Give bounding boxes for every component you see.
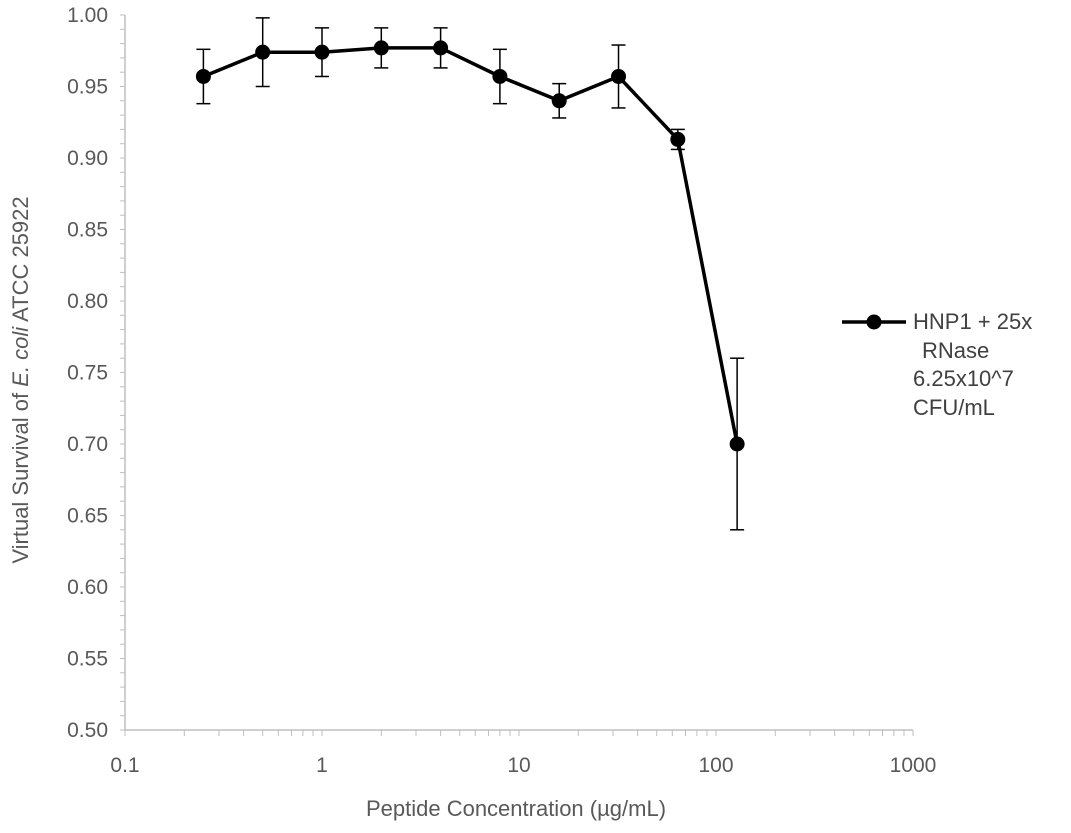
y-tick-label: 0.70 <box>67 433 108 456</box>
legend-line-1: HNP1 + 25x <box>913 309 1032 334</box>
y-tick-label: 1.00 <box>67 4 108 27</box>
x-tick-label: 0.1 <box>110 754 139 777</box>
data-point <box>729 436 745 452</box>
x-tick-label: 10 <box>507 754 530 777</box>
data-point <box>314 44 330 60</box>
data-point <box>373 40 389 56</box>
data-point <box>551 93 567 109</box>
series-line <box>202 46 739 445</box>
data-point <box>492 68 508 84</box>
y-axis-title: Virtual Survival of E. coli ATCC 25922 <box>8 196 33 563</box>
y-tick-label: 0.90 <box>67 147 108 170</box>
data-point <box>195 68 211 84</box>
data-point <box>255 44 271 60</box>
data-point <box>611 68 627 84</box>
x-tick-label: 1 <box>316 754 328 777</box>
axes <box>124 15 913 731</box>
y-axis-title-prefix: Virtual Survival of <box>8 387 33 564</box>
legend-text: HNP1 + 25x RNase 6.25x10^7 CFU/mL <box>913 309 1038 420</box>
legend-line-3: 6.25x10^7 <box>913 366 1014 391</box>
data-point <box>670 131 686 147</box>
y-tick-label: 0.65 <box>67 505 108 528</box>
data-point <box>433 40 449 56</box>
legend-marker-swatch <box>866 314 882 330</box>
y-axis-title-suffix: ATCC 25922 <box>8 196 33 326</box>
y-tick-label: 0.80 <box>67 290 108 313</box>
y-tick-label: 0.50 <box>67 719 108 742</box>
legend-line-4: CFU/mL <box>913 395 995 420</box>
y-tick-label: 0.95 <box>67 76 108 99</box>
x-tick-label: 100 <box>698 754 733 777</box>
x-tick-label: 1000 <box>890 754 937 777</box>
legend: HNP1 + 25x RNase 6.25x10^7 CFU/mL <box>842 309 1038 420</box>
y-tick-label: 0.75 <box>67 362 108 385</box>
x-axis-title: Peptide Concentration (µg/mL) <box>366 796 666 821</box>
x-tick-labels: 0.1 1 10 100 1000 <box>110 754 936 777</box>
y-tick-label: 0.55 <box>67 648 108 671</box>
legend-line-2: RNase <box>922 338 989 363</box>
data-points <box>195 40 745 452</box>
y-axis-title-italic: E. coli <box>8 326 33 387</box>
y-tick-label: 0.60 <box>67 576 108 599</box>
y-tick-labels: 0.50 0.55 0.60 0.65 0.70 0.75 0.80 0.85 0.90 0.95… <box>67 4 108 742</box>
y-tick-label: 0.85 <box>67 219 108 242</box>
minor-ticks <box>120 14 914 736</box>
error-bars <box>196 17 745 531</box>
